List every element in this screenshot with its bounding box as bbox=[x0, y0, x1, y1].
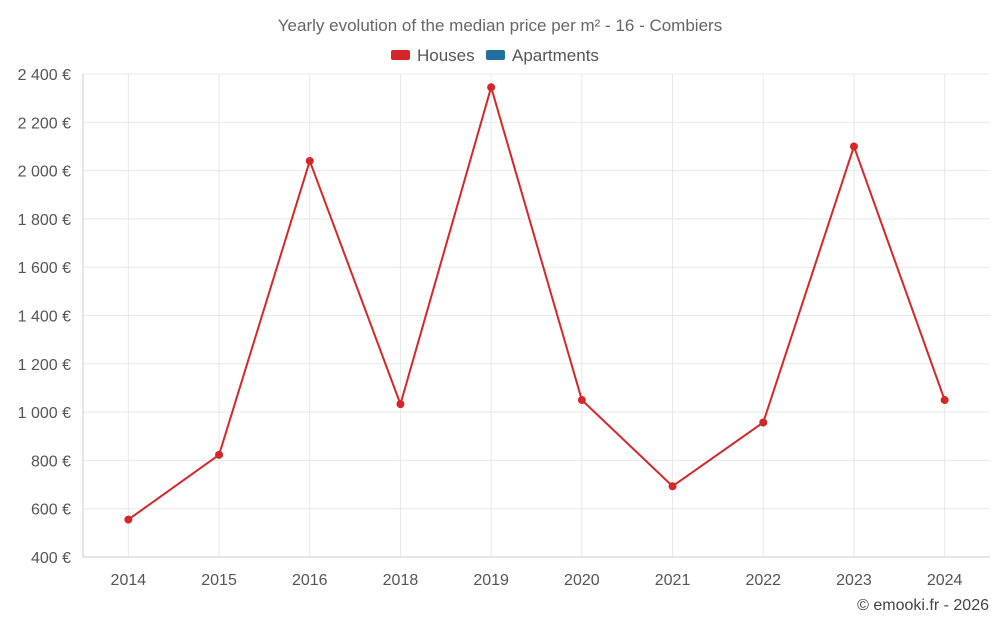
data-point-houses[interactable] bbox=[215, 450, 224, 459]
series-lines bbox=[127, 86, 946, 521]
y-tick-label: 1 800 € bbox=[18, 212, 71, 229]
data-point-houses[interactable] bbox=[668, 482, 677, 491]
data-point-houses[interactable] bbox=[577, 396, 586, 405]
x-tick-label: 2022 bbox=[745, 572, 781, 589]
y-tick-label: 2 400 € bbox=[18, 67, 71, 84]
y-tick-label: 1 200 € bbox=[18, 357, 71, 374]
x-tick-label: 2023 bbox=[836, 572, 872, 589]
legend-label-apartments: Apartments bbox=[512, 46, 599, 65]
data-point-houses[interactable] bbox=[849, 142, 858, 151]
x-tick-label: 2016 bbox=[292, 572, 328, 589]
y-tick-label: 600 € bbox=[31, 502, 71, 519]
y-tick-label: 800 € bbox=[31, 453, 71, 470]
x-tick-label: 2024 bbox=[927, 572, 963, 589]
x-tick-label: 2018 bbox=[383, 572, 419, 589]
chart-title: Yearly evolution of the median price per… bbox=[278, 16, 722, 35]
grid bbox=[83, 73, 990, 558]
data-point-houses[interactable] bbox=[759, 418, 768, 427]
series-line-houses bbox=[127, 86, 946, 521]
data-point-houses[interactable] bbox=[305, 156, 314, 165]
axes bbox=[82, 74, 990, 558]
data-point-houses[interactable] bbox=[396, 400, 405, 409]
legend-label-houses: Houses bbox=[417, 46, 475, 65]
legend-item-houses[interactable]: Houses bbox=[391, 46, 475, 65]
y-tick-label: 1 400 € bbox=[18, 309, 71, 326]
legend-swatch-apartments bbox=[486, 50, 505, 60]
data-point-houses[interactable] bbox=[487, 83, 496, 92]
y-tick-label: 1 000 € bbox=[18, 405, 71, 422]
x-tick-label: 2019 bbox=[473, 572, 509, 589]
x-tick-label: 2021 bbox=[655, 572, 691, 589]
x-tick-label: 2014 bbox=[111, 572, 147, 589]
x-tick-label: 2020 bbox=[564, 572, 600, 589]
data-point-houses[interactable] bbox=[940, 396, 949, 405]
data-point-houses[interactable] bbox=[124, 515, 133, 524]
y-tick-label: 2 200 € bbox=[18, 115, 71, 132]
series-points bbox=[124, 83, 949, 524]
x-tick-label: 2015 bbox=[201, 572, 237, 589]
legend-item-apartments[interactable]: Apartments bbox=[486, 46, 599, 65]
credit-text: © emooki.fr - 2026 bbox=[857, 597, 989, 614]
y-tick-label: 1 600 € bbox=[18, 260, 71, 277]
legend-swatch-houses bbox=[391, 50, 410, 60]
y-tick-label: 2 000 € bbox=[18, 164, 71, 181]
y-tick-label: 400 € bbox=[31, 550, 71, 567]
x-axis-ticks: 2014 2015 2016 2018 2019 2020 2021 2022 2023 2024 bbox=[111, 572, 963, 589]
y-axis-ticks: 400 € 600 € 800 € 1 000 € 1 200 € 1 400 € 1 60… bbox=[18, 67, 71, 567]
chart-legend: Houses Apartments bbox=[391, 46, 599, 65]
